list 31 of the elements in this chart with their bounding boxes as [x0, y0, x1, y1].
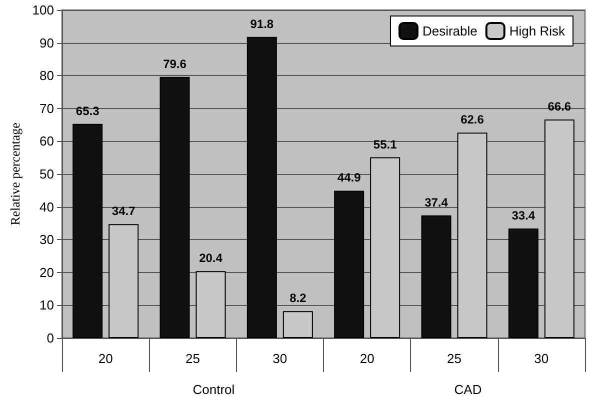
y-tick-label: 60 — [40, 134, 54, 149]
text: Control — [192, 382, 235, 397]
y-tick-label: 20 — [40, 264, 54, 280]
data-label: 91.8 — [250, 16, 274, 31]
y-tick-label: 40 — [40, 199, 54, 214]
x-tick-label: 20 — [360, 351, 374, 366]
y-tick-label: 80 — [40, 68, 54, 84]
y-tick-label: 100 — [32, 2, 54, 18]
data-label: 44.9 — [337, 170, 362, 185]
legend-label: High Risk — [509, 24, 566, 38]
x-tick-label: 20 — [98, 351, 113, 366]
x-tick-label: 30 — [534, 351, 549, 366]
data-label: 8.2 — [290, 291, 307, 306]
y-tick-label: 0 — [46, 330, 54, 346]
text: CAD — [454, 382, 482, 397]
y-tick-label: 10 — [40, 298, 54, 313]
data-label: 62.6 — [460, 112, 484, 127]
y-axis-title: Relative percentage — [7, 122, 22, 226]
x-tick-label: 25 — [186, 351, 200, 366]
data-label: 20.4 — [199, 251, 223, 266]
y-tick-label: 90 — [40, 35, 54, 50]
y-tick-label: 50 — [40, 166, 54, 182]
data-label: 37.4 — [424, 195, 448, 210]
data-label: 34.7 — [112, 204, 136, 218]
x-tick-label: 25 — [447, 351, 462, 366]
data-label: 79.6 — [163, 56, 187, 71]
y-tick-label: 30 — [40, 232, 54, 248]
legend-label: Desirable — [422, 24, 478, 38]
y-tick-label: 70 — [40, 100, 54, 116]
x-tick-label: 30 — [272, 351, 288, 366]
data-label: 33.4 — [512, 208, 536, 222]
